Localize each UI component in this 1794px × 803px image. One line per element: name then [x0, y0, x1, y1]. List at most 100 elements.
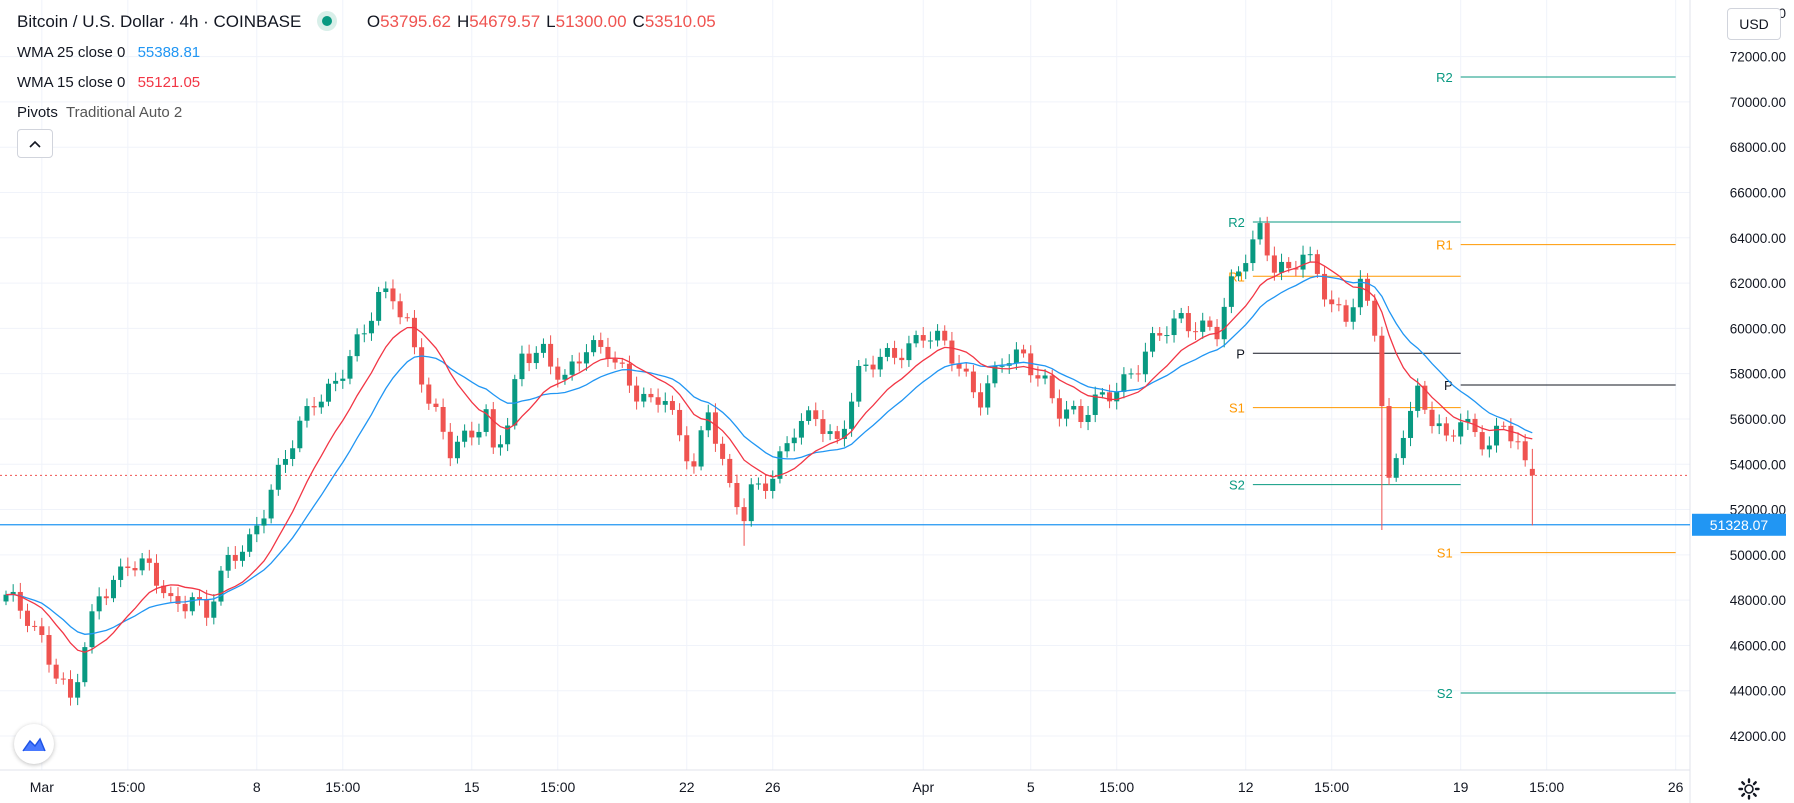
candle-body — [82, 647, 88, 683]
candle-body — [1056, 398, 1062, 419]
candle-body — [1078, 405, 1084, 423]
candle-body — [798, 420, 804, 438]
candle-body — [770, 478, 776, 491]
price-tick-label: 72000.00 — [1730, 50, 1786, 65]
candle-body — [462, 430, 468, 442]
candle-body — [1028, 353, 1034, 376]
candle-body — [870, 364, 876, 370]
ohlc-value-h: 54679.57 — [469, 12, 541, 31]
candle-body — [1171, 318, 1177, 336]
candle-body — [1250, 239, 1256, 264]
candle-body — [1307, 254, 1313, 256]
candle-body — [247, 534, 253, 552]
candle-body — [476, 431, 482, 438]
time-tick-label: 15:00 — [325, 779, 360, 795]
candle-body — [139, 558, 145, 571]
candle-body — [282, 458, 288, 465]
candle-body — [1322, 273, 1328, 300]
candle-body — [806, 410, 812, 421]
candle-body — [1314, 254, 1320, 274]
candle-body — [834, 431, 840, 439]
candle-body — [1329, 299, 1335, 305]
candle-body — [347, 356, 353, 379]
candle-body — [669, 401, 675, 410]
legend-wma15[interactable]: WMA 15 close 0 55121.05 — [17, 74, 200, 91]
candle-body — [46, 635, 52, 665]
candle-body — [1135, 373, 1141, 375]
candle-body — [67, 679, 74, 698]
candle-body — [741, 507, 747, 522]
candle-body — [325, 383, 331, 402]
candle-body — [892, 347, 898, 358]
candle-body — [1422, 385, 1428, 410]
candle-body — [125, 566, 131, 569]
settings-gear-icon[interactable] — [1737, 777, 1761, 801]
candle-body — [1415, 385, 1421, 411]
candle-body — [1479, 432, 1485, 450]
moving-averages — [5, 261, 1533, 653]
candle-body — [118, 566, 124, 580]
candle-body — [655, 397, 661, 405]
price-tick-label: 70000.00 — [1730, 95, 1786, 110]
price-tick-label: 48000.00 — [1730, 593, 1786, 608]
candle-body — [1400, 437, 1406, 459]
candle-body — [175, 596, 181, 604]
candle-body — [978, 392, 984, 408]
candle-body — [1042, 375, 1048, 379]
candle-body — [920, 335, 926, 341]
candle-body — [877, 356, 883, 370]
candle-body — [540, 343, 546, 353]
time-tick-label: 12 — [1238, 779, 1254, 795]
candle-body — [1393, 458, 1399, 478]
candle-body — [383, 288, 389, 292]
candle-body — [261, 518, 267, 526]
candle-body — [1142, 351, 1148, 375]
candle-body — [1443, 423, 1449, 436]
candle-body — [1429, 409, 1435, 427]
candle-body — [1157, 333, 1163, 336]
candle-body — [397, 301, 403, 318]
candle-body — [583, 352, 589, 364]
chart-header: Bitcoin / U.S. Dollar · 4h · COINBASE O5… — [17, 12, 722, 32]
time-tick-label: 15:00 — [1529, 779, 1564, 795]
candle-body — [956, 363, 962, 369]
candle-body — [146, 558, 152, 563]
time-tick-label: 15 — [464, 779, 480, 795]
candle-body — [992, 366, 998, 384]
candle-body — [827, 431, 833, 434]
candle-body — [863, 364, 869, 366]
tradingview-logo[interactable] — [14, 724, 54, 764]
pivot-label-s2: S2 — [1437, 686, 1453, 701]
price-tick-label: 44000.00 — [1730, 684, 1786, 699]
pivot-label-p: P — [1236, 346, 1245, 361]
candle-body — [311, 406, 317, 408]
hline-price-tag — [1692, 513, 1786, 536]
legend-wma25[interactable]: WMA 25 close 0 55388.81 — [17, 44, 200, 61]
candle-body — [318, 401, 324, 408]
candle-body — [963, 368, 969, 372]
candle-body — [533, 352, 539, 364]
candle-body — [1465, 418, 1471, 423]
candle-body — [1508, 425, 1514, 442]
candle-body — [999, 365, 1005, 367]
legend-pivots[interactable]: Pivots Traditional Auto 2 — [17, 104, 182, 121]
candle-body — [820, 419, 826, 434]
price-tick-label: 50000.00 — [1730, 548, 1786, 563]
candle-body — [204, 598, 210, 618]
candle-body — [1193, 331, 1199, 333]
currency-button[interactable]: USD — [1727, 8, 1781, 40]
candle-body — [426, 384, 432, 404]
candle-body — [1286, 261, 1292, 269]
candle-body — [791, 437, 797, 444]
price-tick-label: 58000.00 — [1730, 367, 1786, 382]
market-open-indicator — [322, 16, 333, 26]
candle-body — [454, 441, 460, 459]
candle-body — [419, 347, 425, 385]
ohlc-key-h: H — [456, 12, 470, 31]
time-axis: Mar 15:00 8 15:00 15 15:00 22 26 Apr 5 15:00 12 15:0… — [30, 779, 1684, 795]
candle-body — [1408, 410, 1414, 438]
legend-wma25-value: 55388.81 — [137, 44, 201, 61]
legend-collapse-button[interactable] — [17, 129, 53, 158]
candle-body — [1357, 278, 1363, 308]
